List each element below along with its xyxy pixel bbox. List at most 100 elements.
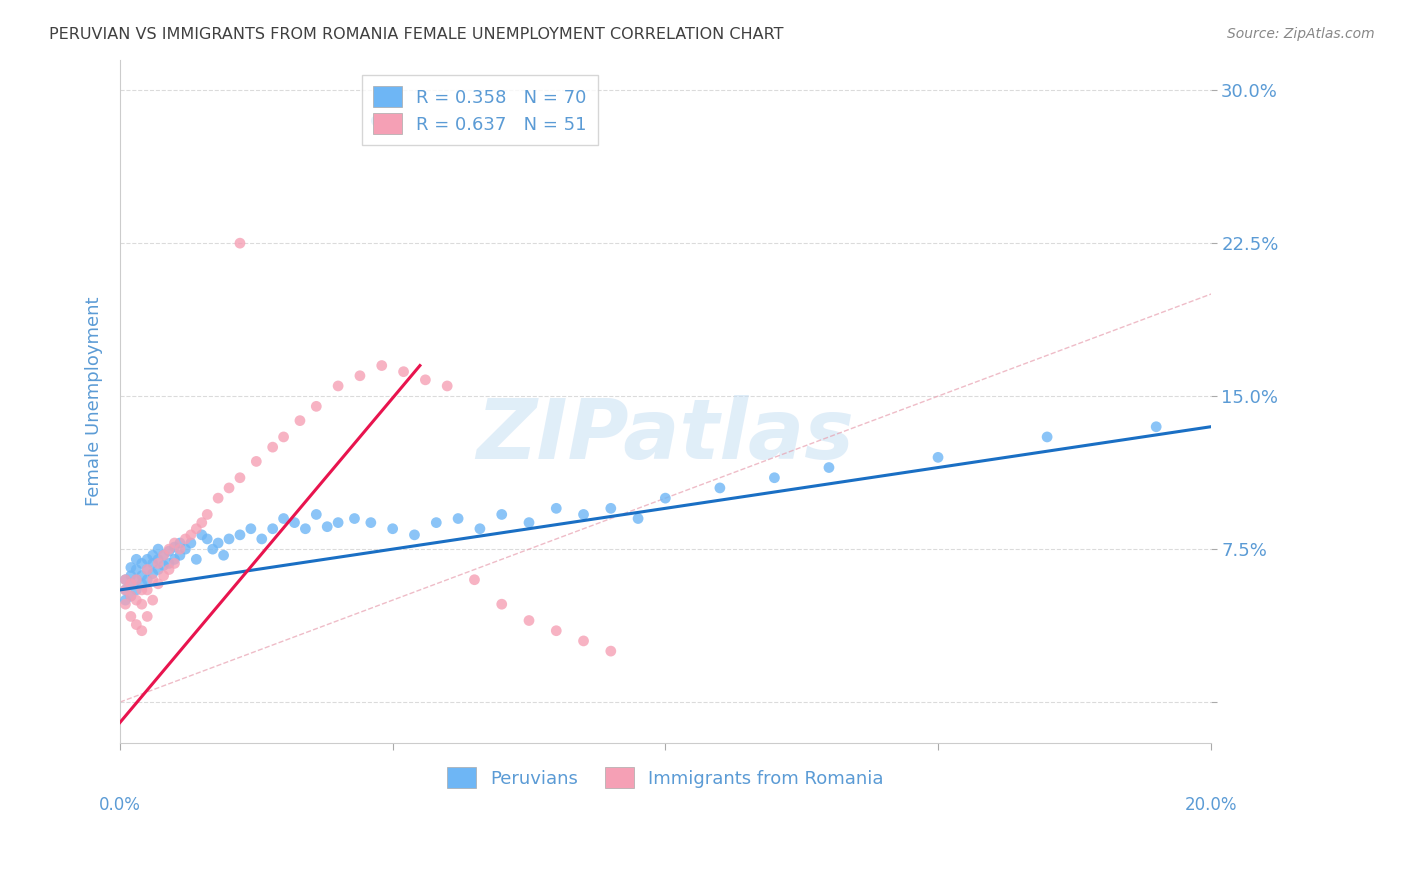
Point: [131, 582, 153, 597]
Point: [229, 236, 252, 251]
Point: [157, 542, 180, 557]
Point: [163, 540, 186, 554]
Point: [114, 593, 136, 607]
Point: [207, 491, 229, 505]
Point: [125, 617, 148, 632]
Point: [131, 557, 153, 571]
Point: [447, 511, 470, 525]
Point: [763, 471, 786, 485]
Point: [136, 552, 159, 566]
Point: [191, 516, 214, 530]
Point: [180, 528, 202, 542]
Point: [114, 573, 136, 587]
Point: [136, 562, 159, 576]
Point: [572, 508, 595, 522]
Point: [294, 522, 316, 536]
Point: [468, 522, 491, 536]
Point: [326, 379, 349, 393]
Point: [120, 589, 142, 603]
Point: [146, 576, 169, 591]
Point: [142, 593, 165, 607]
Point: [288, 414, 311, 428]
Point: [599, 501, 621, 516]
Point: [120, 576, 142, 591]
Text: PERUVIAN VS IMMIGRANTS FROM ROMANIA FEMALE UNEMPLOYMENT CORRELATION CHART: PERUVIAN VS IMMIGRANTS FROM ROMANIA FEMA…: [49, 27, 783, 42]
Point: [152, 558, 174, 573]
Legend: Peruvians, Immigrants from Romania: Peruvians, Immigrants from Romania: [440, 760, 891, 796]
Point: [142, 566, 165, 581]
Point: [229, 528, 252, 542]
Point: [425, 516, 447, 530]
Point: [250, 532, 273, 546]
Point: [201, 542, 224, 557]
Point: [136, 573, 159, 587]
Point: [262, 440, 284, 454]
Point: [131, 624, 153, 638]
Point: [316, 519, 339, 533]
Text: ZIPatlas: ZIPatlas: [477, 395, 855, 476]
Point: [709, 481, 731, 495]
Point: [627, 511, 650, 525]
Point: [371, 359, 394, 373]
Point: [245, 454, 267, 468]
Point: [283, 516, 305, 530]
Point: [191, 528, 214, 542]
Point: [599, 644, 621, 658]
Point: [125, 573, 148, 587]
Point: [120, 568, 142, 582]
Point: [360, 516, 382, 530]
Point: [1036, 430, 1059, 444]
Point: [546, 501, 568, 516]
Point: [546, 624, 568, 638]
Point: [152, 548, 174, 562]
Point: [343, 511, 366, 525]
Point: [463, 573, 485, 587]
Point: [120, 589, 142, 603]
Point: [142, 573, 165, 587]
Point: [125, 582, 148, 597]
Point: [229, 471, 252, 485]
Point: [146, 562, 169, 576]
Text: 0.0%: 0.0%: [98, 797, 141, 814]
Point: [169, 536, 191, 550]
Point: [305, 400, 328, 414]
Point: [157, 544, 180, 558]
Point: [212, 548, 235, 562]
Point: [114, 582, 136, 597]
Point: [120, 609, 142, 624]
Point: [436, 379, 458, 393]
Y-axis label: Female Unemployment: Female Unemployment: [86, 296, 103, 506]
Point: [273, 430, 295, 444]
Point: [169, 542, 191, 557]
Point: [157, 562, 180, 576]
Point: [326, 516, 349, 530]
Point: [125, 552, 148, 566]
Point: [218, 481, 240, 495]
Point: [262, 522, 284, 536]
Point: [146, 552, 169, 566]
Point: [517, 516, 540, 530]
Point: [125, 573, 148, 587]
Point: [136, 562, 159, 576]
Point: [927, 450, 949, 465]
Point: [305, 508, 328, 522]
Point: [136, 582, 159, 597]
Point: [392, 365, 415, 379]
Point: [218, 532, 240, 546]
Point: [163, 557, 186, 571]
Point: [152, 568, 174, 582]
Point: [186, 552, 208, 566]
Point: [169, 548, 191, 562]
Point: [146, 542, 169, 557]
Point: [120, 576, 142, 591]
Point: [125, 593, 148, 607]
Point: [125, 562, 148, 576]
Point: [517, 614, 540, 628]
Point: [207, 536, 229, 550]
Point: [366, 113, 388, 128]
Point: [131, 568, 153, 582]
Point: [1144, 419, 1167, 434]
Point: [142, 548, 165, 562]
Point: [273, 511, 295, 525]
Point: [152, 548, 174, 562]
